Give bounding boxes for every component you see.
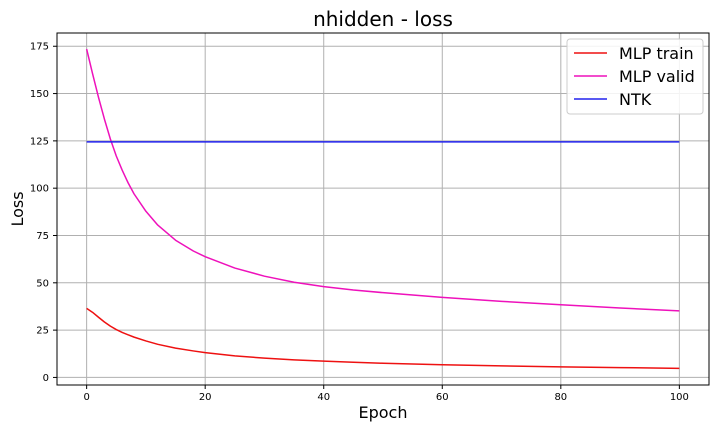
y-tick-label: 75: [36, 231, 49, 242]
series-layer: [85, 48, 680, 370]
y-tick-label: 0: [43, 373, 49, 384]
x-tick-label: 40: [317, 392, 330, 403]
y-tick-label: 150: [30, 89, 49, 100]
legend-box: [566, 38, 704, 115]
legend-label: MLP train: [619, 44, 694, 63]
y-tick-label: 125: [30, 136, 49, 147]
y-tick-label: 100: [30, 184, 49, 195]
legend-label: NTK: [619, 90, 652, 109]
y-axis-title: Loss: [8, 191, 27, 226]
x-tick-label: 60: [436, 392, 449, 403]
series-line-mlp-valid: [85, 48, 680, 312]
x-tick-label: 80: [554, 392, 567, 403]
x-tick-label: 0: [83, 392, 89, 403]
x-axis-title: Epoch: [359, 403, 408, 422]
legend-label: MLP valid: [619, 67, 695, 86]
y-axis: 0 25 50 75 100 125 150 175: [30, 42, 57, 384]
chart-title: nhidden - loss: [313, 7, 453, 31]
x-axis: 0 20 40 60 80 100: [83, 385, 689, 403]
y-tick-label: 175: [30, 42, 49, 53]
series-line-mlp-train: [86, 307, 680, 370]
x-tick-label: 100: [670, 392, 689, 403]
y-tick-label: 25: [36, 326, 49, 337]
plot-frame: [56, 32, 710, 386]
y-tick-label: 50: [36, 278, 49, 289]
legend: MLP train MLP valid NTK: [566, 38, 704, 115]
x-tick-label: 20: [199, 392, 212, 403]
